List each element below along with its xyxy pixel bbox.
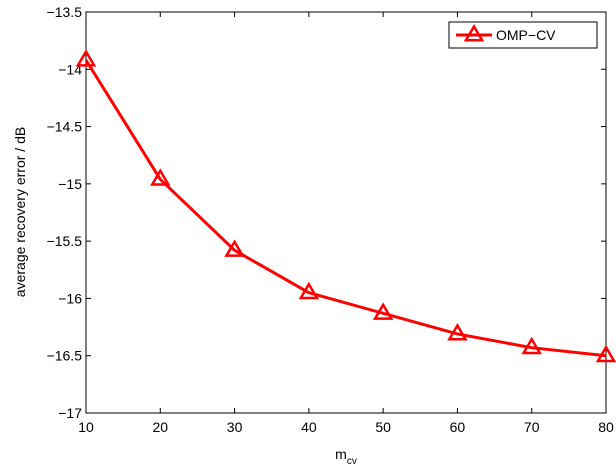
data-point-marker	[224, 239, 245, 257]
x-tick-label: 80	[598, 419, 614, 435]
axis-ticks	[85, 11, 607, 414]
data-point-marker	[150, 168, 171, 186]
y-tick-label: −16	[58, 290, 82, 306]
y-tick-label: −13.5	[47, 4, 83, 20]
series-layer	[75, 49, 616, 363]
y-axis-label: average recovery error / dB	[12, 127, 28, 297]
y-tick-label: −17	[58, 405, 82, 421]
axis-tick-labels: 10 20 30 40 50 60 70 80 −13.5 −14 −14.5 −15 −15.5 −16…	[47, 4, 614, 435]
data-point-marker	[447, 322, 468, 341]
x-axis-label-main: m	[335, 446, 347, 462]
y-tick-label: −16.5	[47, 348, 83, 364]
legend-series-label: OMP−CV	[496, 27, 556, 43]
data-point-marker	[521, 336, 542, 355]
x-tick-label: 50	[375, 419, 391, 435]
data-point-marker	[75, 49, 97, 67]
x-tick-label: 60	[450, 419, 466, 435]
y-tick-label: −14	[58, 61, 82, 77]
x-tick-label: 30	[227, 419, 243, 435]
y-tick-label: −15	[58, 176, 82, 192]
data-point-marker	[372, 302, 394, 320]
legend-series-marker	[463, 24, 485, 42]
series-line	[84, 59, 607, 358]
x-tick-label: 40	[301, 419, 317, 435]
x-tick-label: 20	[152, 419, 168, 435]
x-axis-label-subscript: cv	[347, 456, 357, 467]
data-point-marker	[595, 344, 616, 363]
y-tick-label: −14.5	[47, 119, 83, 135]
x-tick-label: 10	[78, 419, 94, 435]
y-tick-label: −15.5	[47, 233, 83, 249]
x-tick-label: 70	[524, 419, 540, 435]
legend: OMP−CV	[448, 21, 598, 49]
data-point-marker	[298, 281, 320, 300]
x-axis-label: mcv	[335, 446, 357, 467]
